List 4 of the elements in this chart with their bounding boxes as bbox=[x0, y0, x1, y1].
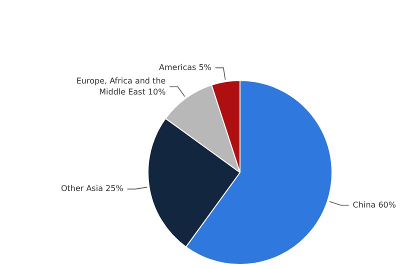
slice-label: Other Asia 25% bbox=[60, 184, 124, 194]
slice-label: Americas 5% bbox=[159, 62, 212, 72]
slice-label: Europe, Africa and the Middle East 10% bbox=[76, 76, 166, 96]
slice-label: China 60% bbox=[352, 200, 396, 210]
